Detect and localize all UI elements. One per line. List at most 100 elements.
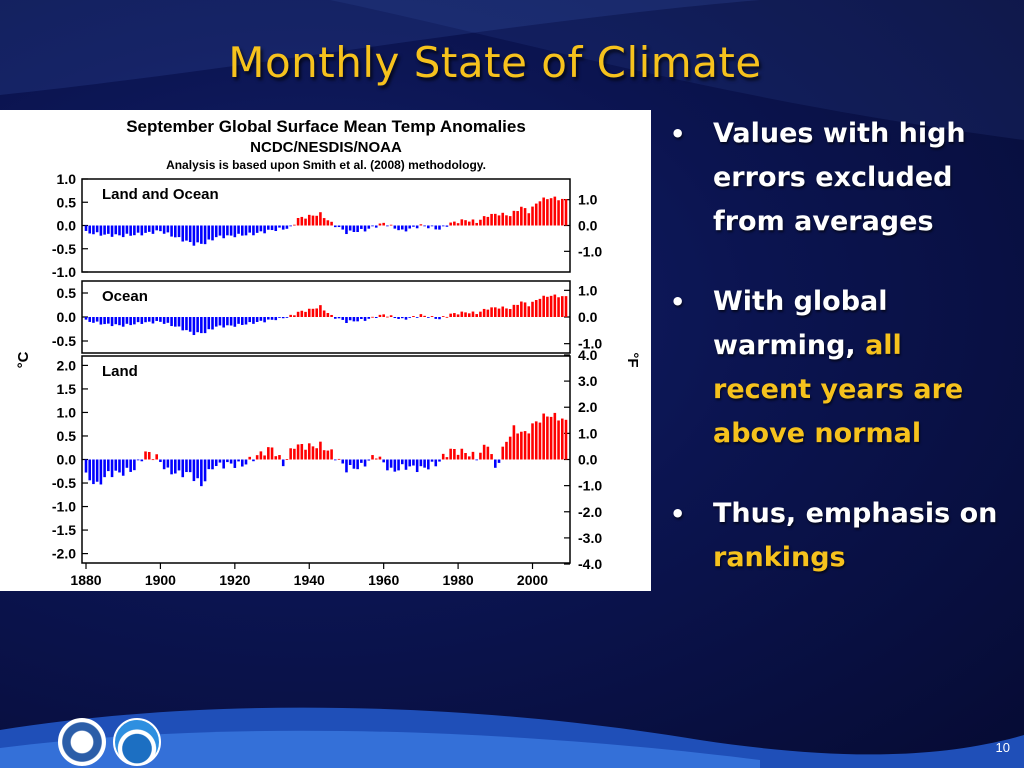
bar bbox=[211, 459, 214, 470]
bar bbox=[307, 308, 311, 317]
bar bbox=[382, 222, 385, 226]
bar bbox=[95, 317, 99, 322]
panel-label: Land and Ocean bbox=[102, 186, 219, 203]
bar bbox=[147, 451, 151, 460]
bar bbox=[378, 223, 382, 226]
bar bbox=[389, 315, 393, 317]
bullet-dot: • bbox=[670, 120, 686, 148]
bar bbox=[326, 313, 330, 317]
bar bbox=[371, 316, 374, 318]
bar bbox=[419, 459, 423, 467]
bar bbox=[501, 306, 505, 317]
x-tick-label: 1920 bbox=[219, 572, 250, 588]
bar bbox=[501, 212, 505, 226]
bar bbox=[319, 441, 322, 460]
bar bbox=[490, 213, 493, 226]
bar bbox=[360, 459, 363, 463]
bar bbox=[293, 224, 296, 226]
bar bbox=[315, 308, 318, 317]
bullet-item: • With global warming, all recent years a… bbox=[658, 280, 1008, 456]
y-tick-label-left: 1.0 bbox=[57, 404, 77, 420]
y-tick-label-right: 3.0 bbox=[578, 373, 598, 389]
bar bbox=[341, 225, 345, 230]
bar bbox=[315, 448, 318, 460]
bar bbox=[393, 225, 397, 229]
bar bbox=[177, 459, 181, 471]
bar bbox=[471, 219, 475, 226]
y-tick-label-left: 0.0 bbox=[57, 309, 77, 325]
y-tick-label-left: 0.5 bbox=[57, 194, 77, 210]
noaa-logo bbox=[113, 718, 161, 766]
bar bbox=[423, 225, 426, 227]
bar bbox=[404, 459, 408, 470]
bar bbox=[434, 459, 438, 467]
bar bbox=[129, 459, 132, 472]
bar bbox=[360, 225, 363, 229]
bar bbox=[337, 225, 341, 228]
bar bbox=[270, 225, 274, 231]
bar bbox=[538, 201, 542, 226]
bar bbox=[99, 317, 103, 325]
bar bbox=[486, 309, 490, 317]
bar bbox=[125, 317, 129, 324]
bar bbox=[494, 213, 497, 226]
bar bbox=[345, 317, 348, 324]
bar bbox=[244, 317, 248, 325]
bar bbox=[200, 225, 203, 244]
bar bbox=[263, 317, 266, 323]
bar bbox=[445, 225, 449, 227]
bar bbox=[430, 459, 434, 462]
bar bbox=[240, 225, 244, 236]
bar bbox=[330, 221, 333, 226]
bar bbox=[166, 317, 170, 323]
bar bbox=[326, 220, 330, 226]
bar bbox=[341, 317, 345, 320]
bar bbox=[408, 225, 412, 229]
bar bbox=[534, 421, 538, 460]
y-tick-label-right: 1.0 bbox=[578, 425, 598, 441]
bar bbox=[155, 454, 158, 460]
bar bbox=[188, 459, 192, 473]
bar bbox=[494, 307, 497, 317]
bar bbox=[348, 225, 352, 231]
bar bbox=[200, 317, 203, 334]
bar bbox=[408, 459, 412, 467]
bar bbox=[84, 459, 88, 473]
bar bbox=[482, 444, 486, 460]
bar bbox=[121, 317, 125, 327]
bar bbox=[270, 317, 274, 320]
bar bbox=[367, 317, 371, 319]
left-unit-label: °C bbox=[15, 351, 32, 368]
y-tick-label-left: 1.5 bbox=[57, 381, 77, 397]
bar bbox=[393, 317, 397, 319]
bar bbox=[456, 314, 460, 317]
bar bbox=[415, 225, 419, 229]
bar bbox=[538, 298, 542, 317]
bar bbox=[192, 459, 196, 482]
bar bbox=[166, 459, 170, 468]
bar bbox=[151, 459, 155, 461]
bar bbox=[304, 449, 307, 460]
bar bbox=[363, 317, 367, 321]
bar bbox=[319, 305, 322, 317]
bar bbox=[118, 225, 121, 236]
bar bbox=[374, 225, 378, 228]
bar bbox=[412, 459, 415, 466]
bar bbox=[188, 225, 192, 243]
bar bbox=[352, 317, 356, 322]
bar bbox=[133, 459, 136, 471]
bar bbox=[144, 225, 147, 233]
bar bbox=[334, 317, 337, 319]
bar bbox=[378, 456, 382, 460]
y-tick-label-left: 0.5 bbox=[57, 285, 77, 301]
bar bbox=[248, 317, 252, 323]
bar bbox=[467, 313, 471, 317]
bar bbox=[311, 308, 315, 317]
bar bbox=[281, 225, 285, 230]
bar bbox=[482, 216, 486, 226]
bar bbox=[118, 317, 121, 326]
y-tick-label-right: -2.0 bbox=[578, 504, 602, 520]
bar bbox=[404, 317, 408, 320]
bar bbox=[434, 317, 438, 319]
bar bbox=[88, 225, 92, 234]
